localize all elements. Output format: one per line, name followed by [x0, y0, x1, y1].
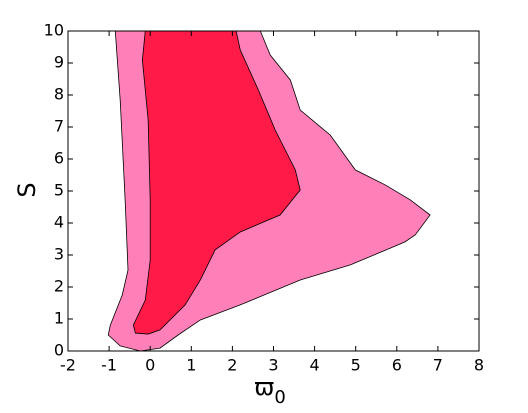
y-tick-label: 8	[54, 85, 64, 104]
x-tick-label: 5	[351, 356, 361, 375]
contour-region	[132, 30, 301, 335]
x-tick-label: 4	[310, 356, 320, 375]
x-tick-label: 6	[392, 356, 402, 375]
y-tick-label: 5	[54, 181, 64, 200]
x-tick-label: 7	[433, 356, 443, 375]
x-tick-label: -1	[101, 356, 117, 375]
x-axis-label-subscript: 0	[274, 387, 285, 408]
x-tick-label: -2	[60, 356, 76, 375]
y-tick-label: 1	[54, 309, 64, 328]
y-tick-label: 7	[54, 117, 64, 136]
y-tick-label: 9	[54, 53, 64, 72]
y-tick-label: 10	[44, 21, 64, 40]
x-tick-label: 2	[227, 356, 237, 375]
y-tick-label: 4	[54, 213, 64, 232]
y-axis-label: S	[13, 182, 41, 197]
y-tick-label: 6	[54, 149, 64, 168]
x-axis-label-main: ϖ	[254, 373, 274, 401]
x-tick-label: 0	[145, 356, 155, 375]
plot-area	[107, 30, 431, 352]
x-tick-label: 3	[268, 356, 278, 375]
y-tick-label: 0	[54, 341, 64, 360]
y-tick-label: 2	[54, 277, 64, 296]
x-tick-label: 1	[186, 356, 196, 375]
y-tick-label: 3	[54, 245, 64, 264]
x-tick-label: 8	[474, 356, 484, 375]
x-axis-label: ϖ0	[254, 373, 286, 408]
